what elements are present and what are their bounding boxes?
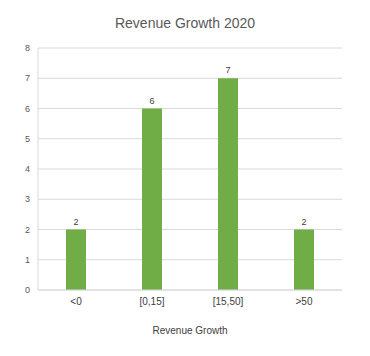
svg-text:4: 4 bbox=[25, 164, 30, 174]
svg-text:0: 0 bbox=[25, 285, 30, 295]
svg-text:8: 8 bbox=[25, 43, 30, 53]
svg-text:2: 2 bbox=[301, 217, 306, 227]
svg-text:Revenue Growth: Revenue Growth bbox=[152, 325, 227, 336]
svg-text:7: 7 bbox=[25, 73, 30, 83]
svg-text:3: 3 bbox=[25, 194, 30, 204]
svg-text:6: 6 bbox=[149, 96, 154, 106]
html-text:Revenue Growth 2020: Revenue Growth 2020 bbox=[115, 15, 255, 31]
svg-text:[0,15]: [0,15] bbox=[139, 296, 164, 307]
svg-text:<0: <0 bbox=[70, 296, 82, 307]
svg-text:2: 2 bbox=[73, 217, 78, 227]
svg-text:6: 6 bbox=[25, 104, 30, 114]
svg-text:5: 5 bbox=[25, 134, 30, 144]
svg-text:7: 7 bbox=[225, 65, 230, 75]
svg-text:>50: >50 bbox=[296, 296, 313, 307]
svg-text:1: 1 bbox=[25, 255, 30, 265]
svg-text:[15,50]: [15,50] bbox=[213, 296, 244, 307]
svg-text:2: 2 bbox=[25, 225, 30, 235]
